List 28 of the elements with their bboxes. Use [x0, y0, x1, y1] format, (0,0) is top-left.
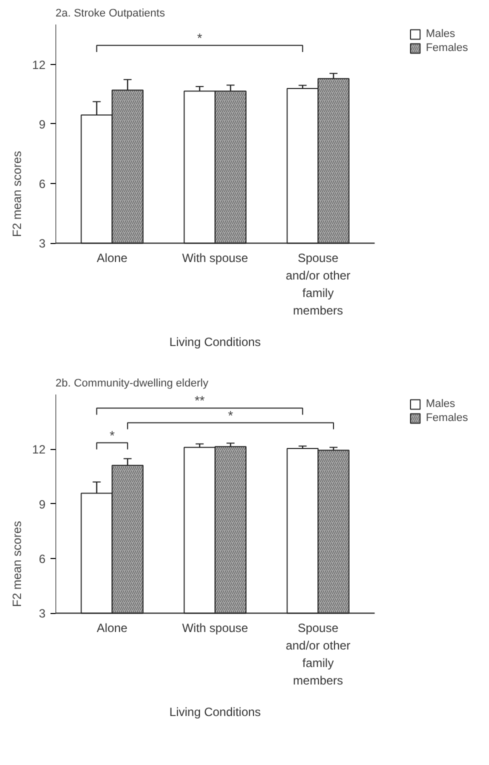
- y-tick-label: 6: [38, 552, 46, 566]
- y-tick-label: 3: [38, 236, 46, 251]
- x-tick-label: Alone: [96, 251, 128, 266]
- annotation: **: [194, 393, 205, 408]
- legend-label: Females: [426, 42, 468, 54]
- x-tick-label: With spouse: [182, 251, 248, 266]
- y-tick-label: 3: [38, 606, 46, 621]
- x-tick-label: Spouse and/or other family members: [286, 621, 350, 688]
- annotation: *: [110, 428, 115, 443]
- legend-label: Males: [426, 28, 456, 40]
- annotation: *: [197, 30, 202, 46]
- y-tick-label: 6: [38, 177, 46, 192]
- x-tick-label: Alone: [96, 621, 128, 636]
- y-axis-title: F2 mean scores: [10, 150, 24, 238]
- y-axis-title: F2 mean scores: [10, 520, 24, 608]
- chart-title: 2a. Stroke Outpatients: [56, 8, 166, 20]
- legend-label: Females: [426, 412, 468, 424]
- annotation: *: [228, 408, 234, 423]
- chart-title: 2b. Community-dwelling elderly: [56, 378, 209, 390]
- x-tick-label: Spouse and/or other family members: [286, 251, 350, 318]
- y-tick-label: 9: [38, 117, 46, 132]
- legend-label: Males: [426, 398, 456, 410]
- x-axis-title: Living Conditions: [169, 335, 261, 350]
- y-tick-label: 9: [38, 497, 46, 512]
- x-tick-label: With spouse: [182, 621, 248, 636]
- y-tick-label: 12: [32, 442, 46, 457]
- x-axis-title: Living Conditions: [169, 705, 261, 720]
- y-tick-label: 12: [32, 58, 46, 72]
